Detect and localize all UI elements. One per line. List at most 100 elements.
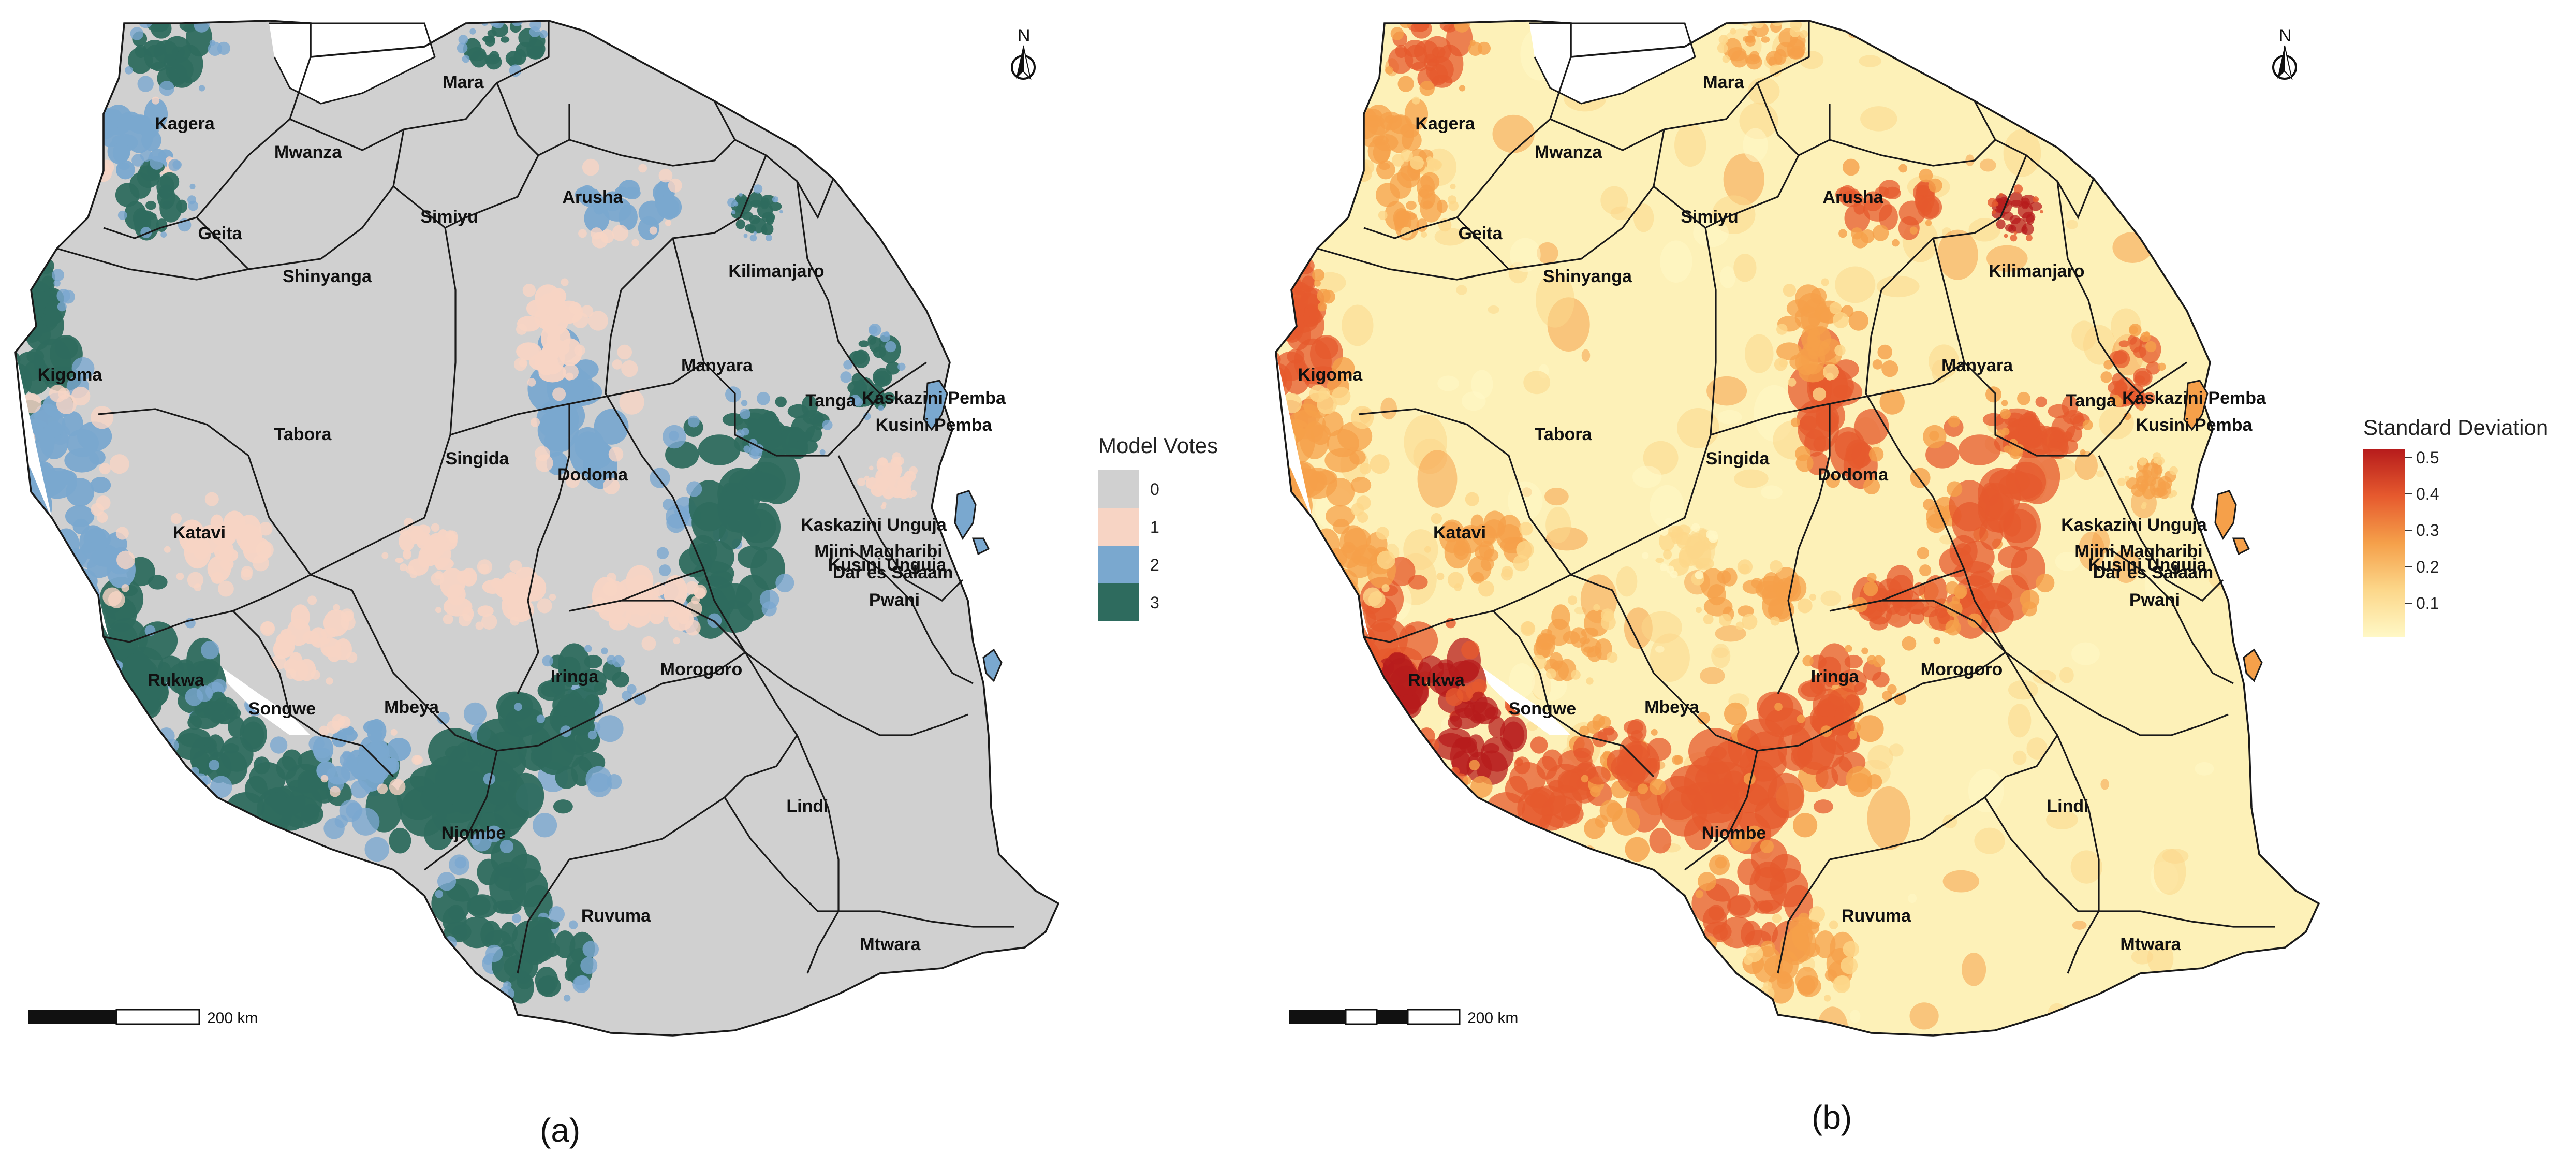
legend-swatch [1098, 584, 1139, 621]
island [2183, 380, 2209, 431]
region-label: Kusini Pemba [876, 415, 993, 435]
region-boundary [796, 181, 881, 395]
lake-shoreline [269, 22, 436, 105]
region-boundary [569, 652, 798, 860]
region-boundary [424, 750, 498, 871]
lake-area [223, 668, 311, 735]
region-boundary [103, 56, 312, 239]
region-boundary [1829, 600, 2007, 653]
region-boundary [621, 568, 704, 602]
region-label: Ruvuma [1842, 906, 1911, 926]
north-arrow-a-label: N [1018, 26, 1031, 46]
legend-item-label: 2 [1150, 556, 1159, 574]
region-label: Arusha [562, 187, 623, 207]
region-label: Kusini Pemba [2136, 415, 2253, 435]
region-label: Rukwa [148, 670, 205, 690]
lake-shoreline [1529, 22, 1696, 105]
region-boundary [98, 408, 312, 575]
legend-swatch [1098, 546, 1139, 584]
region-label: Shinyanga [1543, 267, 1632, 286]
region-boundary [724, 797, 838, 912]
region-label: Pwani [2129, 590, 2180, 610]
legend-tick-label: 0.5 [2416, 448, 2439, 467]
region-label: Mara [443, 72, 484, 92]
region-boundary [713, 600, 968, 736]
region-boundary [289, 21, 550, 151]
region-boundary [1829, 139, 1996, 167]
legend-standard-deviation-title: Standard Deviation [2363, 415, 2548, 440]
legend-model-votes-title: Model Votes [1098, 433, 1218, 458]
legend-item-label: 1 [1150, 518, 1159, 536]
region-label: Lindi [2047, 796, 2088, 816]
scale-bar-a-label: 200 km [207, 1010, 258, 1027]
legend-tick-label: 0.3 [2416, 521, 2439, 539]
region-boundary [1974, 100, 2095, 220]
region-boundary [517, 404, 570, 694]
country-outline [1275, 20, 2320, 1037]
island [954, 490, 977, 540]
region-label: Mwanza [1535, 142, 1602, 162]
region-label: Kilimanjaro [728, 261, 824, 281]
region-label: Morogoro [660, 660, 743, 679]
region-boundary [1684, 651, 2006, 752]
region-label: Arusha [1822, 187, 1883, 207]
north-arrow-b-icon: N [2272, 26, 2297, 81]
region-label: Singida [1706, 449, 1770, 469]
island [2214, 490, 2237, 540]
region-boundary [2098, 455, 2224, 602]
scale-bar-a: 200 km [28, 1009, 258, 1027]
region-boundary [1358, 408, 1572, 575]
island [982, 648, 1003, 682]
region-boundary [672, 238, 927, 457]
region-label: Njombe [1702, 823, 1767, 843]
country-outline [14, 20, 1060, 1037]
region-boundary [450, 361, 704, 436]
legend-item-label: 3 [1150, 593, 1159, 612]
legend-tick-label: 0.1 [2416, 594, 2439, 612]
region-boundary [1317, 247, 1509, 281]
region-label: Mtwara [2120, 935, 2181, 954]
region-boundary [837, 455, 964, 602]
region-label: Singida [446, 449, 510, 469]
region-label: Katavi [173, 523, 226, 543]
region-boundary [1684, 750, 1758, 871]
region-label: Mjini Magharibi [814, 542, 942, 561]
region-boundary [569, 139, 736, 167]
region-label: Dar es Salaam [2093, 563, 2214, 582]
region-label: Morogoro [1921, 660, 2003, 679]
region-label: Kaskazini Pemba [862, 388, 1006, 408]
region-boundary [1829, 652, 2058, 860]
region-label: Tabora [274, 425, 332, 444]
region-label: Geita [198, 224, 242, 243]
region-boundary [620, 155, 767, 291]
region-boundary [1881, 568, 1965, 602]
legend-tick-label: 0.4 [2416, 485, 2439, 503]
region-label: Dodoma [557, 465, 628, 485]
north-arrow-a-icon: N [1011, 26, 1036, 81]
panel-a-model-votes-map: Mara Kagera Mwanza Simiyu Arusha Geita Shinyan… [14, 20, 1060, 1037]
region-label: Kusini Unguja [2088, 555, 2207, 575]
legend-tick-label: 0.2 [2416, 558, 2439, 576]
north-arrow-b-label: N [2279, 26, 2292, 46]
region-label: Kagera [155, 114, 215, 134]
region-boundary [1492, 610, 1655, 778]
region-label: Mjini Magharibi [2074, 542, 2202, 561]
region-boundary [1570, 574, 1686, 705]
island [2232, 537, 2250, 556]
legend-swatch [1098, 470, 1139, 508]
region-boundary [848, 548, 974, 684]
legend-standard-deviation: Standard Deviation 0.5 0.4 0.3 0.2 0.1 [2363, 415, 2548, 637]
region-label: Pwani [869, 590, 920, 610]
region-label: Simiyu [1681, 207, 1738, 227]
scale-bar-b-label: 200 km [1467, 1010, 1518, 1027]
region-boundary [393, 155, 539, 229]
region-boundary [310, 574, 425, 705]
region-label: Ruvuma [581, 906, 651, 926]
region-boundary [796, 735, 840, 974]
region-label: Shinyanga [283, 267, 372, 286]
region-label: Tabora [1535, 425, 1593, 444]
region-boundary [1550, 21, 1810, 151]
region-label: Tanga [2066, 391, 2117, 411]
panel-a-caption: (a) [540, 1112, 580, 1149]
legend-swatch [1098, 508, 1139, 546]
